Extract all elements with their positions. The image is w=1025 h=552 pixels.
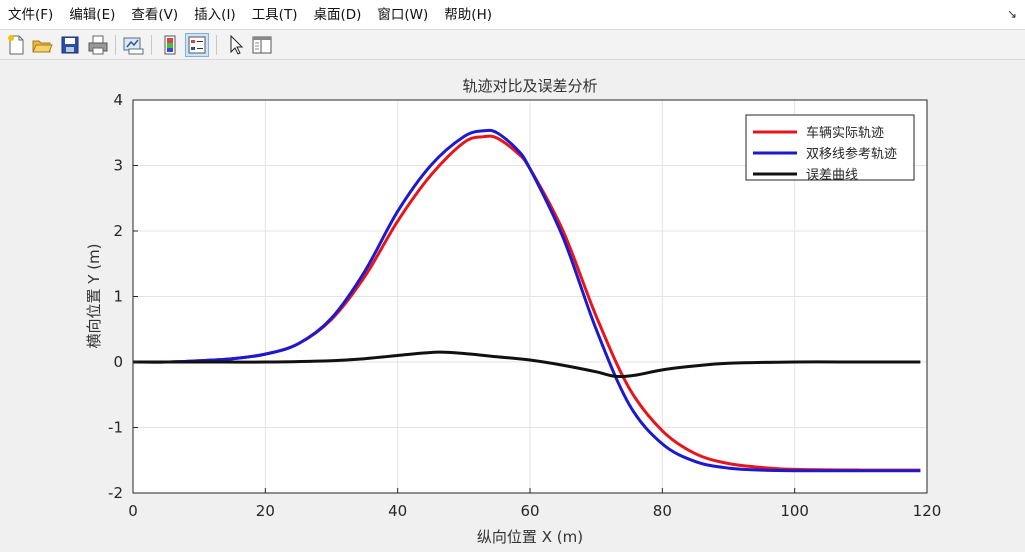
toolbar-separator — [151, 35, 152, 55]
series-line-2 — [132, 350, 921, 379]
menu-item-7[interactable]: 帮助(H) — [444, 6, 492, 23]
x-tick-label: 0 — [128, 502, 138, 520]
line-chart: 0 20 40 60 80 100 120 -2 -1 0 1 2 3 4 轨迹对比及误差分析 纵向位置 … — [85, 77, 941, 546]
tick-group: 0 20 40 60 80 100 120 -2 -1 0 1 2 3 4 — [108, 91, 941, 520]
y-tick-label: -2 — [108, 484, 123, 502]
link-plot-icon[interactable] — [121, 33, 145, 57]
x-tick-label: 80 — [653, 502, 672, 520]
x-tick-label: 120 — [913, 502, 942, 520]
x-tick-label: 60 — [520, 502, 539, 520]
new-file-icon[interactable] — [4, 33, 28, 57]
menu-bar: 文件(F) 编辑(E) 查看(V) 插入(I) 工具(T) 桌面(D) 窗口(W) 帮助(H) — [0, 0, 1025, 30]
y-tick-label: -1 — [108, 419, 123, 437]
dock-arrow-icon[interactable]: ↘ — [1006, 7, 1017, 21]
y-tick-label: 3 — [113, 157, 123, 175]
series-group — [132, 128, 921, 473]
toolbar-separator — [216, 35, 217, 55]
legend-label-0: 车辆实际轨迹 — [806, 125, 884, 141]
open-folder-icon[interactable] — [30, 33, 54, 57]
chart-title: 轨迹对比及误差分析 — [462, 77, 597, 95]
x-tick-label: 100 — [780, 502, 809, 520]
y-tick-label: 1 — [113, 288, 123, 306]
figure-area: 0 20 40 60 80 100 120 -2 -1 0 1 2 3 4 轨迹对比及误差分析 纵向位置 … — [0, 61, 1025, 548]
legend-label-2: 误差曲线 — [806, 168, 858, 183]
toolbar-separator — [115, 35, 116, 55]
y-axis-label: 横向位置 Y (m) — [85, 243, 103, 348]
menu-item-5[interactable]: 桌面(D) — [313, 6, 362, 23]
menu-item-0[interactable]: 文件(F) — [8, 6, 54, 23]
menu-item-6[interactable]: 窗口(W) — [377, 6, 429, 23]
menu-item-4[interactable]: 工具(T) — [251, 6, 298, 23]
series-line-1 — [132, 128, 921, 473]
x-tick-label: 40 — [388, 502, 407, 520]
y-tick-label: 2 — [113, 222, 123, 240]
print-icon[interactable] — [86, 33, 110, 57]
x-tick-label: 20 — [256, 502, 275, 520]
legend-label-1: 双移线参考轨迹 — [806, 146, 897, 162]
menu-item-1[interactable]: 编辑(E) — [69, 6, 116, 23]
menu-item-2[interactable]: 查看(V) — [131, 6, 179, 23]
menu-item-3[interactable]: 插入(I) — [194, 6, 236, 23]
legend-icon[interactable] — [185, 33, 209, 57]
legend-box — [745, 114, 915, 181]
y-tick-label: 4 — [113, 91, 123, 109]
x-axis-label: 纵向位置 X (m) — [477, 528, 583, 546]
colorbar-icon[interactable] — [158, 33, 182, 57]
pointer-icon[interactable] — [223, 33, 247, 57]
property-editor-icon[interactable] — [250, 33, 274, 57]
y-tick-label: 0 — [113, 353, 123, 371]
save-icon[interactable] — [58, 33, 82, 57]
toolbar — [0, 30, 1025, 60]
